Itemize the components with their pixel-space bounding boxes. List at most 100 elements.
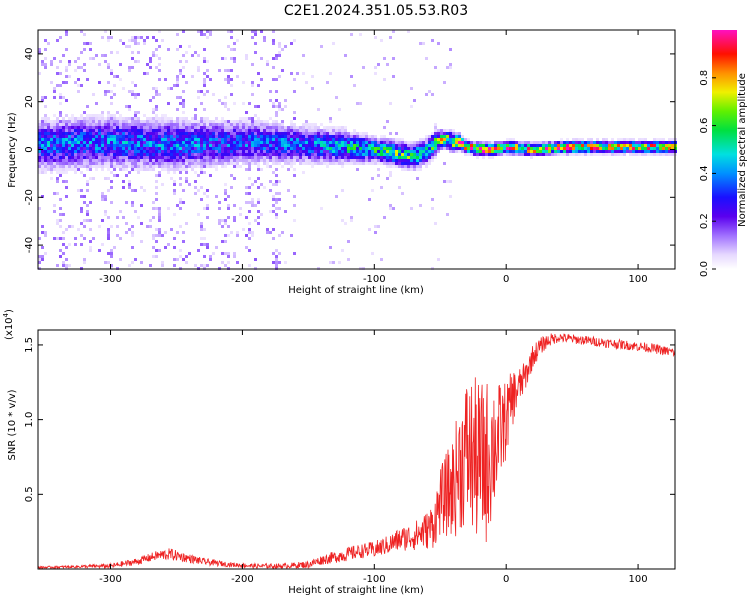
spectrogram-cell (89, 228, 92, 231)
spectrogram-cell (254, 42, 257, 45)
spectrogram-cell (311, 156, 314, 159)
spectrogram-cell (137, 132, 140, 135)
spectrogram-cell (128, 69, 131, 72)
spectrogram-cell (317, 150, 320, 153)
spectrogram-cell (272, 198, 275, 201)
spectrogram-cell (308, 126, 311, 129)
spectrogram-cell (365, 135, 368, 138)
spectrogram-cell (176, 123, 179, 126)
spectrogram-cell (47, 147, 50, 150)
spectrogram-cell (191, 150, 194, 153)
spectrogram-cell (368, 147, 371, 150)
spectrogram-cell (296, 72, 299, 75)
spectrogram-cell (185, 81, 188, 84)
spectrogram-cell (167, 207, 170, 210)
spectrogram-cell (182, 117, 185, 120)
spectrogram-cell (596, 153, 599, 156)
spectrogram-cell (356, 144, 359, 147)
spectrogram-cell (125, 168, 128, 171)
spectrogram-cell (497, 153, 500, 156)
spectrogram-cell (80, 84, 83, 87)
spectrogram-cell (329, 261, 332, 264)
spectrogram-cell (44, 138, 47, 141)
spectrogram-cell (155, 114, 158, 117)
spectrogram-cell (278, 102, 281, 105)
spectrogram-cell (401, 153, 404, 156)
spectrogram-cell (182, 123, 185, 126)
spectrogram-cell (398, 159, 401, 162)
spectrogram-cell (224, 135, 227, 138)
spectrogram-cell (491, 144, 494, 147)
spectrogram-cell (257, 162, 260, 165)
spectrogram-cell (563, 144, 566, 147)
spectrogram-cell (524, 144, 527, 147)
spectrogram-cell (323, 150, 326, 153)
spectrogram-cell (572, 144, 575, 147)
spectrogram-cell (575, 138, 578, 141)
spectrogram-cell (380, 138, 383, 141)
spectrogram-cell (668, 138, 671, 141)
spectrogram-cell (110, 138, 113, 141)
spectrogram-cell (56, 72, 59, 75)
spectrogram-cell (83, 111, 86, 114)
spectrogram-y-tick-label: 40 (24, 48, 35, 61)
spectrogram-cell (266, 126, 269, 129)
spectrogram-cell (275, 129, 278, 132)
spectrogram-cell (290, 150, 293, 153)
spectrogram-cell (527, 147, 530, 150)
spectrogram-cell (656, 141, 659, 144)
spectrogram-cell (155, 198, 158, 201)
spectrogram-cell (251, 30, 254, 33)
spectrogram-cell (173, 189, 176, 192)
spectrogram-cell (389, 36, 392, 39)
spectrogram-cell (158, 141, 161, 144)
spectrogram-cell (482, 147, 485, 150)
spectrogram-cell (116, 120, 119, 123)
spectrogram-cell (227, 75, 230, 78)
spectrogram-cell (476, 150, 479, 153)
spectrogram-cell (146, 132, 149, 135)
spectrogram-cell (248, 168, 251, 171)
spectrogram-cell (119, 123, 122, 126)
spectrogram-cell (344, 150, 347, 153)
spectrogram-cell (68, 165, 71, 168)
spectrogram-cell (200, 30, 203, 33)
spectrogram-cell (479, 144, 482, 147)
spectrogram-cell (176, 132, 179, 135)
spectrogram-cell (305, 123, 308, 126)
spectrogram-cell (95, 135, 98, 138)
spectrogram-cell (404, 168, 407, 171)
spectrogram-cell (581, 150, 584, 153)
spectrogram-cell (311, 162, 314, 165)
spectrogram-cell (38, 165, 41, 168)
spectrogram-cell (653, 138, 656, 141)
spectrogram-cell (131, 138, 134, 141)
spectrogram-cell (281, 120, 284, 123)
spectrogram-cell (83, 69, 86, 72)
spectrogram-cell (173, 135, 176, 138)
spectrogram-cell (131, 165, 134, 168)
spectrogram-cell (74, 141, 77, 144)
spectrogram-cell (257, 147, 260, 150)
spectrogram-cell (422, 141, 425, 144)
spectrogram-cell (203, 57, 206, 60)
spectrogram-cell (521, 147, 524, 150)
spectrogram-cell (419, 156, 422, 159)
spectrogram-cell (80, 114, 83, 117)
spectrogram-cell (224, 189, 227, 192)
spectrogram-cell (398, 162, 401, 165)
spectrogram-cell (68, 144, 71, 147)
spectrogram-cell (227, 30, 230, 33)
spectrogram-cell (281, 123, 284, 126)
spectrogram-cell (227, 207, 230, 210)
spectrogram-cell (461, 150, 464, 153)
spectrogram-cell (110, 129, 113, 132)
spectrogram-cell (131, 90, 134, 93)
spectrogram-cell (548, 141, 551, 144)
spectrogram-cell (107, 66, 110, 69)
spectrogram-cell (176, 138, 179, 141)
spectrogram-cell (380, 141, 383, 144)
spectrogram-cell (62, 264, 65, 267)
spectrogram-cell (77, 78, 80, 81)
